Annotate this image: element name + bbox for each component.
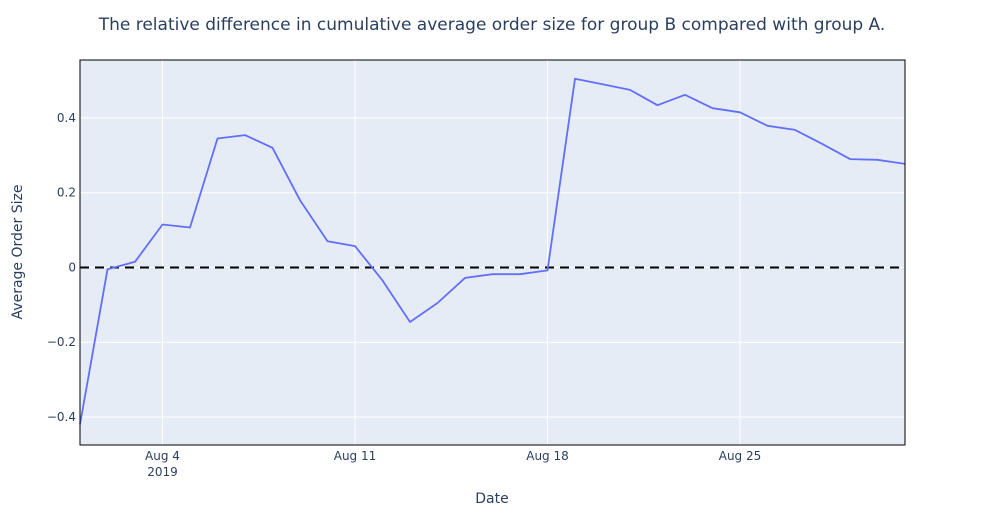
series-line	[79, 77, 906, 425]
x-axis-year-label: 2019	[147, 465, 178, 479]
x-tick-label: Aug 11	[334, 449, 377, 463]
x-tick-label: Aug 18	[526, 449, 569, 463]
y-tick-label: 0.4	[57, 111, 76, 125]
y-tick-label: 0.2	[57, 186, 76, 200]
y-tick-labels: −0.4 −0.2 0 0.2 0.4	[47, 111, 76, 424]
y-tick-label: −0.2	[47, 335, 76, 349]
series-group	[79, 77, 906, 425]
x-tick-label: Aug 25	[719, 449, 762, 463]
x-tick-labels: Aug 4 Aug 11 Aug 18 Aug 25	[145, 449, 761, 463]
x-axis-title: Date	[475, 491, 508, 507]
y-axis-title: Average Order Size	[10, 185, 26, 320]
y-tick-label: −0.4	[47, 410, 76, 424]
y-tick-label: 0	[68, 260, 76, 274]
plot-frame	[79, 59, 906, 446]
plot-area	[80, 60, 905, 445]
x-tick-label: Aug 4	[145, 449, 180, 463]
chart-title: The relative difference in cumulative av…	[98, 15, 886, 35]
